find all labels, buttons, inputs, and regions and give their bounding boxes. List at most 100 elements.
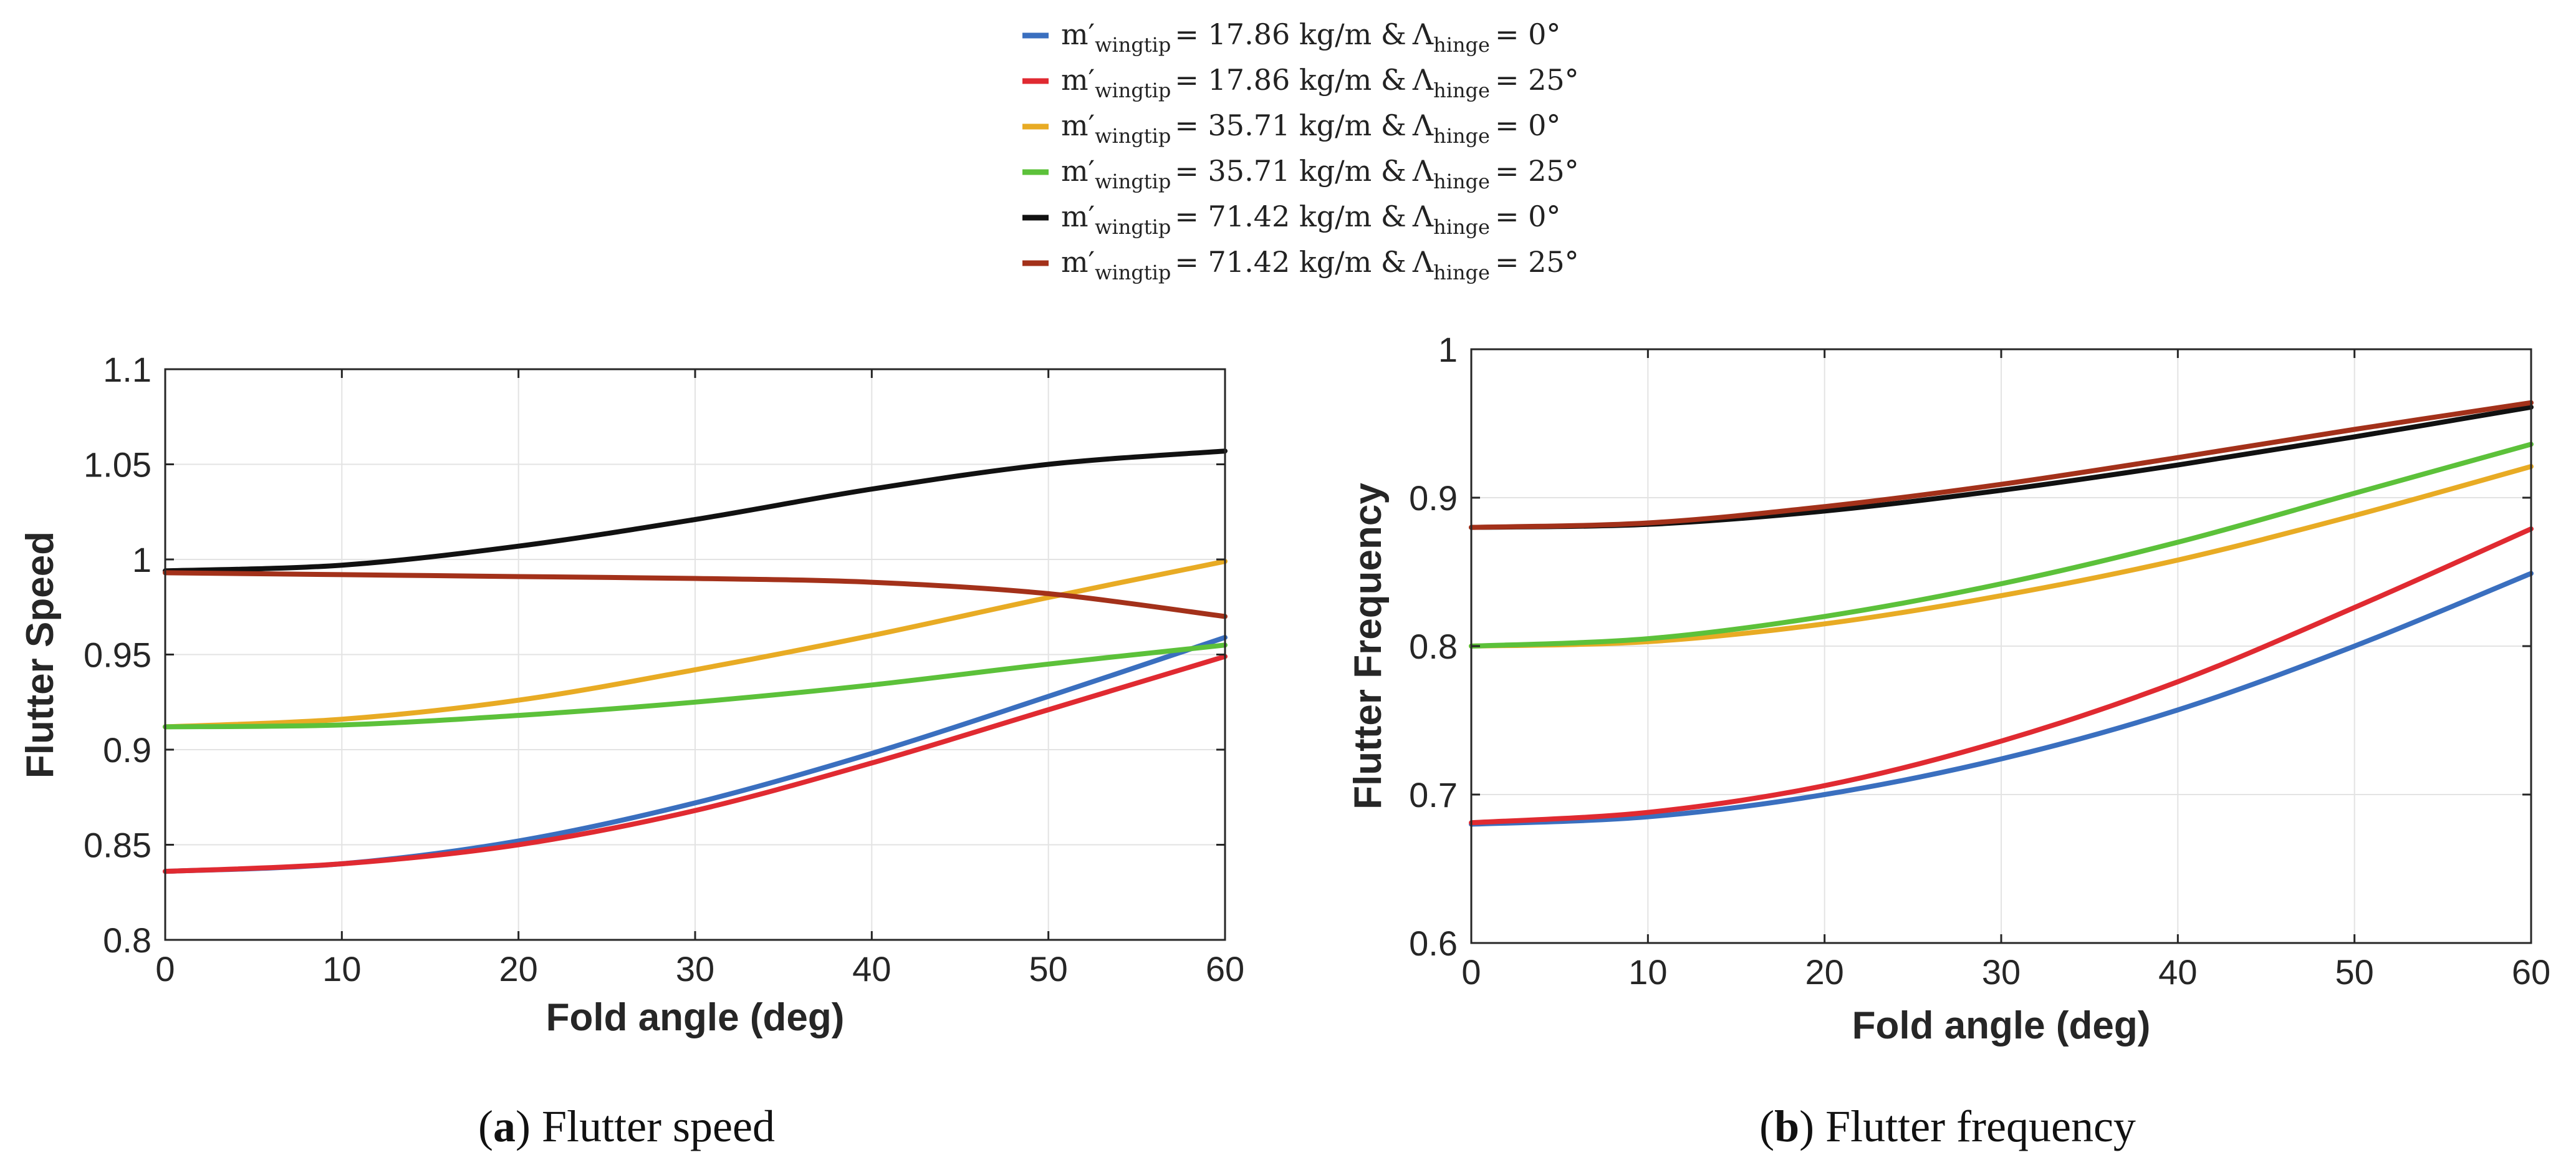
legend-entry: m′wingtip = 71.42 kg/m & Λhinge = 25° bbox=[1022, 245, 1579, 284]
legend-m-symbol: m′ bbox=[1061, 63, 1095, 97]
legend-mass: = 17.86 kg/m & bbox=[1175, 63, 1406, 97]
x-tick-label: 60 bbox=[1206, 949, 1244, 989]
legend-angle: = 25° bbox=[1495, 245, 1579, 279]
legend-lambda-symbol: Λ bbox=[1412, 109, 1434, 142]
y-axis-label-b: Flutter Frequency bbox=[1347, 483, 1390, 810]
x-tick-label: 50 bbox=[2335, 952, 2374, 992]
legend-mass: = 71.42 kg/m & bbox=[1175, 200, 1406, 233]
legend-mass: = 71.42 kg/m & bbox=[1175, 245, 1406, 279]
legend-lambda-sub: hinge bbox=[1433, 261, 1490, 284]
legend-m-sub: wingtip bbox=[1095, 33, 1171, 57]
legend-m-sub: wingtip bbox=[1095, 215, 1171, 239]
x-tick-label: 10 bbox=[322, 949, 361, 989]
y-tick-label: 1.05 bbox=[84, 445, 151, 485]
legend-label: m′wingtip = 71.42 kg/m & Λhinge = 0° bbox=[1061, 200, 1560, 239]
legend-lambda-symbol: Λ bbox=[1412, 63, 1434, 97]
caption-b-open: ( bbox=[1759, 1101, 1774, 1151]
y-tick-label: 0.8 bbox=[103, 921, 151, 960]
legend-angle: = 25° bbox=[1495, 63, 1579, 97]
x-tick-label: 10 bbox=[1628, 952, 1667, 992]
legend-m-symbol: m′ bbox=[1061, 154, 1095, 188]
y-tick-label: 0.8 bbox=[1409, 627, 1458, 666]
series-group-a bbox=[163, 448, 1228, 874]
series-line bbox=[1469, 526, 2534, 826]
legend-lambda-sub: hinge bbox=[1433, 79, 1490, 102]
legend-lambda-sub: hinge bbox=[1433, 170, 1490, 193]
x-tick-label: 20 bbox=[499, 949, 538, 989]
legend-m-sub: wingtip bbox=[1095, 79, 1171, 102]
y-tick-label: 1 bbox=[132, 540, 151, 579]
y-tick-label: 0.85 bbox=[84, 826, 151, 865]
series-line bbox=[163, 654, 1228, 874]
x-tick-label: 30 bbox=[676, 949, 714, 989]
y-tick-label: 0.7 bbox=[1409, 775, 1458, 815]
legend-angle: = 0° bbox=[1495, 200, 1560, 233]
legend-label: m′wingtip = 17.86 kg/m & Λhinge = 0° bbox=[1061, 17, 1560, 57]
x-tick-label: 40 bbox=[2158, 952, 2197, 992]
legend-m-symbol: m′ bbox=[1061, 109, 1095, 142]
caption-b-text: Flutter frequency bbox=[1814, 1101, 2136, 1151]
series-line bbox=[1469, 571, 2534, 827]
legend-lambda-symbol: Λ bbox=[1412, 17, 1434, 51]
series-line bbox=[1469, 400, 2534, 530]
caption-a: (a) Flutter speed bbox=[478, 1101, 775, 1151]
x-tick-label: 40 bbox=[852, 949, 891, 989]
legend-entry: m′wingtip = 35.71 kg/m & Λhinge = 0° bbox=[1022, 109, 1560, 148]
legend-m-symbol: m′ bbox=[1061, 245, 1095, 279]
y-tick-label: 0.6 bbox=[1409, 924, 1458, 963]
series-line bbox=[163, 642, 1228, 730]
series-line bbox=[1469, 464, 2534, 649]
x-tick-label: 50 bbox=[1029, 949, 1068, 989]
caption-b-letter: b bbox=[1774, 1101, 1799, 1151]
legend-lambda-sub: hinge bbox=[1433, 33, 1490, 57]
legend-lambda-symbol: Λ bbox=[1412, 200, 1434, 233]
legend-m-symbol: m′ bbox=[1061, 200, 1095, 233]
legend-m-sub: wingtip bbox=[1095, 170, 1171, 193]
chart-flutter-speed: 0 10 20 30 40 50 60 0.8 0.85 0.9 0.95 1 1.05 1.1 Fold… bbox=[19, 350, 1244, 1039]
y-tick-label: 1.1 bbox=[103, 350, 151, 389]
series-line bbox=[163, 559, 1228, 730]
x-axis-label-b: Fold angle (deg) bbox=[1852, 1004, 2151, 1047]
legend-mass: = 35.71 kg/m & bbox=[1175, 154, 1406, 188]
legend-lambda-sub: hinge bbox=[1433, 124, 1490, 148]
legend-lambda-symbol: Λ bbox=[1412, 154, 1434, 188]
x-tick-label: 30 bbox=[1982, 952, 2021, 992]
x-axis-label-a: Fold angle (deg) bbox=[546, 996, 845, 1039]
legend-angle: = 25° bbox=[1495, 154, 1579, 188]
caption-b: (b) Flutter frequency bbox=[1759, 1101, 2136, 1151]
legend-entry: m′wingtip = 35.71 kg/m & Λhinge = 25° bbox=[1022, 154, 1579, 193]
x-tick-label: 20 bbox=[1805, 952, 1844, 992]
caption-a-letter: a bbox=[493, 1101, 516, 1151]
ticks-b: 0 10 20 30 40 50 60 0.6 0.7 0.8 0.9 1 bbox=[1409, 330, 2550, 992]
series-line bbox=[163, 570, 1228, 619]
y-tick-label: 1 bbox=[1438, 330, 1458, 369]
legend-m-symbol: m′ bbox=[1061, 17, 1095, 51]
legend-entry: m′wingtip = 17.86 kg/m & Λhinge = 0° bbox=[1022, 17, 1560, 57]
legend-m-sub: wingtip bbox=[1095, 261, 1171, 284]
y-tick-label: 0.95 bbox=[84, 636, 151, 675]
series-line bbox=[1469, 442, 2534, 649]
legend-mass: = 17.86 kg/m & bbox=[1175, 17, 1406, 51]
y-tick-label: 0.9 bbox=[1409, 478, 1458, 518]
legend-label: m′wingtip = 35.71 kg/m & Λhinge = 0° bbox=[1061, 109, 1560, 148]
series-line bbox=[163, 448, 1228, 574]
legend: m′wingtip = 17.86 kg/m & Λhinge = 0°m′wingt… bbox=[1022, 17, 1579, 284]
legend-label: m′wingtip = 17.86 kg/m & Λhinge = 25° bbox=[1061, 63, 1579, 102]
legend-label: m′wingtip = 35.71 kg/m & Λhinge = 25° bbox=[1061, 154, 1579, 193]
caption-a-text: Flutter speed bbox=[531, 1101, 775, 1151]
caption-b-close: ) bbox=[1799, 1101, 1814, 1151]
ticks-a: 0 10 20 30 40 50 60 0.8 0.85 0.9 0.95 1 1.05 1.1 bbox=[84, 350, 1244, 989]
y-axis-label-a: Flutter Speed bbox=[19, 531, 62, 778]
x-tick-label: 0 bbox=[155, 949, 175, 989]
y-tick-label: 0.9 bbox=[103, 730, 151, 770]
legend-angle: = 0° bbox=[1495, 109, 1560, 142]
legend-entry: m′wingtip = 17.86 kg/m & Λhinge = 25° bbox=[1022, 63, 1579, 102]
legend-label: m′wingtip = 71.42 kg/m & Λhinge = 25° bbox=[1061, 245, 1579, 284]
caption-a-close: ) bbox=[516, 1101, 531, 1151]
legend-lambda-sub: hinge bbox=[1433, 215, 1490, 239]
legend-lambda-symbol: Λ bbox=[1412, 245, 1434, 279]
legend-m-sub: wingtip bbox=[1095, 124, 1171, 148]
legend-entry: m′wingtip = 71.42 kg/m & Λhinge = 0° bbox=[1022, 200, 1560, 239]
x-tick-label: 60 bbox=[2512, 952, 2550, 992]
